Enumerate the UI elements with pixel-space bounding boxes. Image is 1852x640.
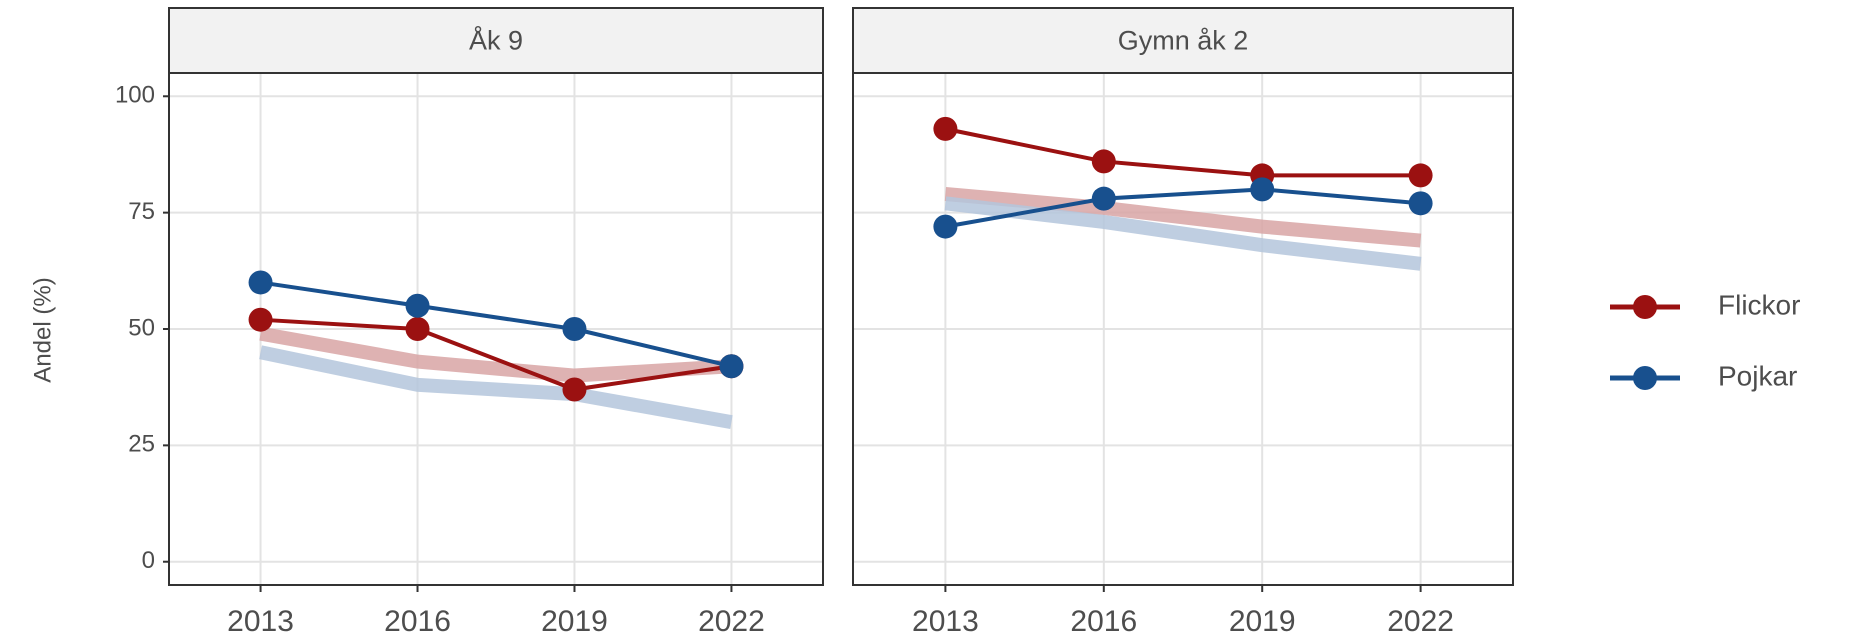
y-tick-label: 0	[142, 547, 155, 574]
point	[562, 377, 587, 402]
legend-point	[1633, 366, 1657, 390]
legend-label: Flickor	[1718, 289, 1800, 320]
point	[933, 214, 958, 239]
point	[1091, 186, 1116, 211]
point	[562, 317, 587, 341]
point	[1091, 149, 1116, 174]
point	[1250, 177, 1275, 202]
x-tick-label: 2019	[541, 605, 608, 638]
x-tick-label: 2016	[1070, 605, 1137, 638]
series-line	[945, 187, 1421, 229]
point	[719, 354, 744, 379]
reference-line	[944, 187, 1422, 248]
x-tick-label: 2022	[1387, 605, 1454, 638]
legend-label: Pojkar	[1718, 360, 1797, 391]
series-line	[944, 126, 1421, 178]
point	[248, 270, 273, 295]
strip	[852, 7, 1514, 74]
y-axis-label: Andel (%)	[29, 277, 56, 382]
reference-line	[259, 345, 733, 429]
strip-title: Åk 9	[469, 25, 523, 56]
y-tick-label: 100	[115, 82, 155, 109]
x-tick-label: 2013	[912, 605, 979, 638]
x-tick-label: 2013	[227, 605, 294, 638]
x-tick-label: 2022	[698, 605, 765, 638]
point	[405, 317, 430, 341]
strip-title: Gymn åk 2	[1118, 26, 1249, 56]
legend-point	[1633, 295, 1657, 319]
x-tick-label: 2019	[1229, 605, 1296, 638]
reference-line	[259, 326, 732, 383]
y-tick-label: 25	[128, 431, 155, 458]
y-tick-label: 50	[128, 314, 155, 341]
point	[933, 116, 958, 141]
point	[1408, 163, 1433, 188]
series-line	[260, 317, 732, 392]
series-line	[260, 280, 732, 369]
point	[1408, 191, 1433, 216]
point	[405, 293, 430, 318]
y-tick-label: 75	[128, 198, 155, 225]
x-tick-label: 2016	[384, 605, 451, 638]
point	[248, 307, 273, 332]
strip	[168, 7, 824, 74]
